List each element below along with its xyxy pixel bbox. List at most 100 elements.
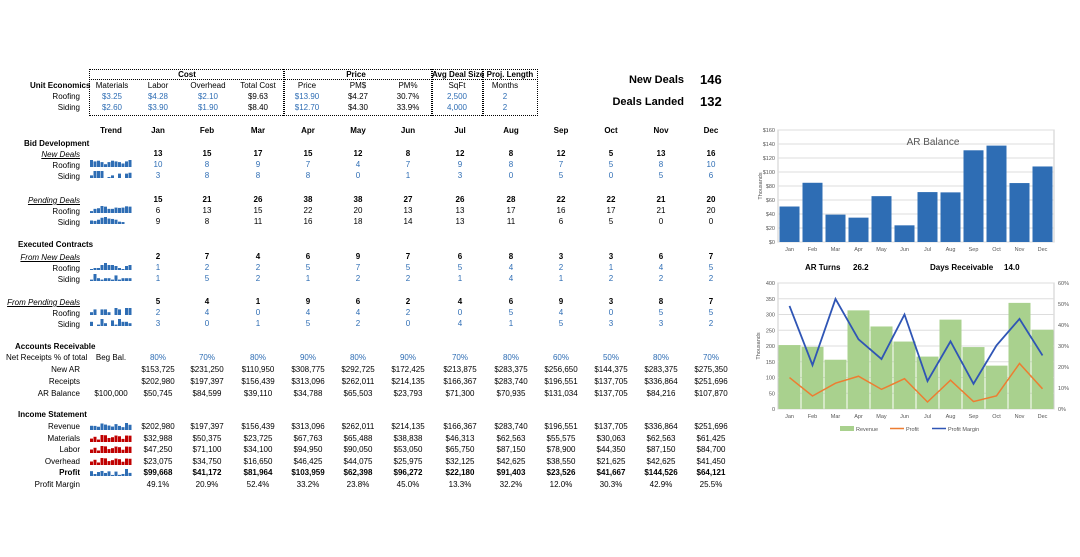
sparkline-bar [97, 278, 100, 281]
sparkline-bar [107, 471, 111, 476]
month-header: Jan [151, 126, 165, 135]
new-deals-total: 16 [706, 149, 716, 158]
profit-margin-value: 45.0% [396, 480, 420, 489]
from-new-total: 7 [204, 252, 210, 261]
sparkline-bar [97, 426, 100, 430]
pending-deals-siding: 18 [353, 217, 363, 226]
sparkline-bar [111, 175, 114, 178]
new-deals-total: 13 [153, 149, 163, 158]
pending-deals-total: 15 [153, 195, 163, 204]
new-deals-siding: 8 [255, 171, 261, 180]
siding-label: Siding [57, 275, 80, 284]
ar-turns-label: AR Turns [805, 263, 841, 272]
y-tick-label: 400 [766, 281, 775, 287]
x-tick-label: Mar [831, 414, 841, 420]
income-value: $84,700 [696, 445, 726, 454]
x-tick-label: May [876, 414, 887, 420]
sparkline-bar [100, 309, 104, 315]
x-tick-label: Sep [969, 247, 979, 253]
pending-deals-siding: 6 [558, 217, 564, 226]
net-receipts-label: Net Receipts % of total [6, 353, 88, 362]
pending-deals-total: 26 [253, 195, 263, 204]
new-ar-value: $213,875 [443, 365, 477, 374]
x-tick-label: Oct [992, 247, 1001, 253]
income-value: $62,398 [343, 468, 373, 477]
ar-turns-value: 26.2 [853, 263, 869, 272]
sparkline-bar [114, 324, 118, 326]
kpi-label: New Deals [628, 74, 684, 86]
income-value: $65,488 [343, 433, 373, 443]
sparkline-bar [128, 278, 132, 281]
ar-balance-value: $50,745 [143, 389, 173, 398]
from-new-roofing: 2 [255, 263, 261, 272]
income-value: $41,450 [696, 456, 726, 466]
new-deals-total: 12 [455, 149, 465, 158]
sparkline-bar [104, 323, 107, 326]
legend-profit-label: Profit [906, 427, 919, 433]
month-header: Feb [199, 126, 215, 135]
sparkline-bar [107, 177, 111, 178]
sparkline-bar [114, 446, 118, 453]
ar-bar [894, 225, 915, 242]
revenue-bar [893, 341, 916, 409]
from-new-roofing: 2 [204, 263, 210, 272]
sparkline-bar [100, 319, 104, 326]
sparkline-bar [114, 275, 118, 281]
sparkline-bar [114, 435, 118, 442]
from-pending-siding: 3 [608, 319, 614, 328]
ar-balance-value: $84,599 [192, 389, 222, 398]
from-new-roofing: 1 [155, 263, 161, 272]
income-sparkline [90, 469, 132, 476]
pending-deals-roofing: 6 [155, 206, 161, 215]
pending-deals-roofing: 17 [506, 206, 516, 215]
income-value: $32,988 [143, 433, 173, 443]
sparkline [90, 206, 132, 213]
new-ar-value: $153,725 [141, 365, 175, 374]
new-ar-value: $275,350 [694, 365, 728, 374]
sparkline-bar [114, 207, 118, 213]
net-receipts-pct: 70% [198, 353, 215, 362]
profit-margin-value: 33.2% [296, 480, 320, 489]
new-deals-siding: 8 [305, 171, 311, 180]
income-value: $78,900 [546, 445, 576, 454]
from-new-siding: 2 [608, 274, 614, 283]
new-deals-roofing: 10 [153, 160, 163, 169]
sparkline-bar [121, 473, 125, 476]
chart-title: AR Balance [907, 137, 960, 148]
sparkline-bar [125, 435, 128, 442]
ar-balance-value: $107,870 [694, 389, 728, 398]
ar-balance-value: $23,793 [393, 389, 423, 398]
sparkline [90, 319, 132, 326]
income-value: $22,180 [445, 468, 475, 477]
sparkline-bar [118, 279, 121, 281]
receipts-value: $214,135 [391, 377, 425, 386]
sparkline-bar [93, 268, 97, 270]
sparkline-bar [118, 319, 121, 326]
unit-economics-value: $3.90 [147, 103, 169, 112]
kpi-value: 146 [700, 72, 722, 87]
net-receipts-pct: 80% [149, 353, 166, 362]
sparkline-bar [128, 472, 132, 476]
ar-balance-value: $39,110 [243, 389, 273, 398]
net-receipts-pct: 80% [349, 353, 366, 362]
month-header: Dec [703, 126, 719, 135]
income-value: $62,563 [646, 433, 676, 443]
sparkline-bar [90, 425, 93, 430]
x-tick-label: Nov [1015, 247, 1025, 253]
new-deals-roofing: 10 [706, 160, 716, 169]
from-pending-siding: 0 [405, 319, 411, 328]
sparkline-bar [114, 458, 118, 465]
receipts-value: $156,439 [241, 377, 275, 386]
unit-economics-value: $12.70 [294, 103, 320, 112]
new-deals-roofing: 9 [255, 160, 261, 169]
y2-tick-label: 60% [1058, 281, 1069, 287]
from-pending-siding: 5 [305, 319, 311, 328]
from-pending-roofing: 2 [405, 308, 411, 317]
y-axis-label: Thousands [758, 172, 764, 199]
profit-line [789, 362, 1044, 404]
from-pending-total: 6 [508, 297, 514, 306]
income-value: $313,096 [291, 422, 325, 431]
ar-balance-value: $137,705 [594, 389, 628, 398]
income-value: $23,725 [243, 433, 273, 443]
x-tick-label: Jul [924, 247, 931, 253]
